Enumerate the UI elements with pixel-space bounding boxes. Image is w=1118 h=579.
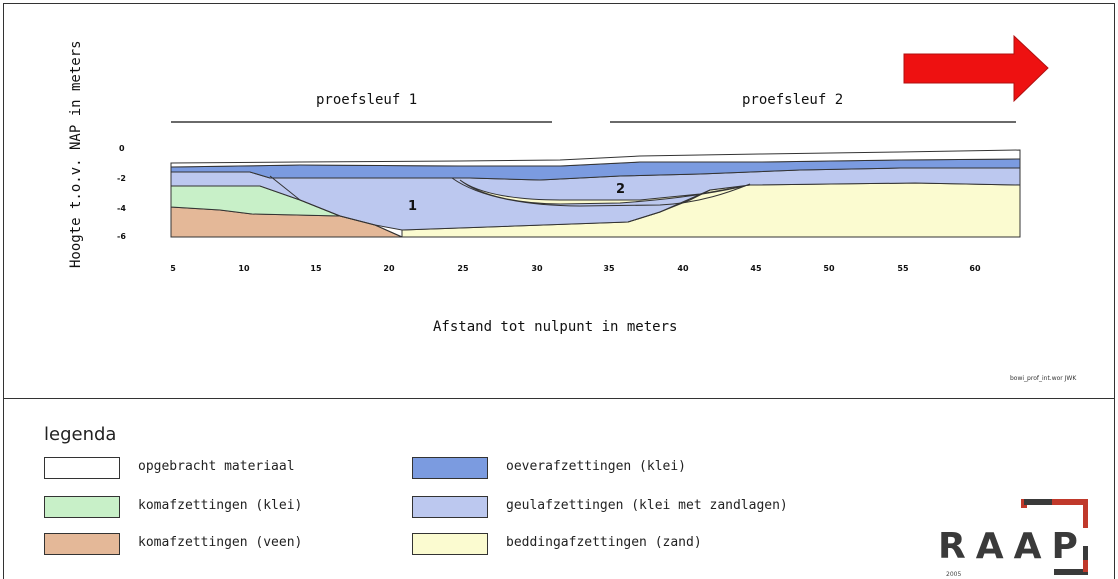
y-tick: -2 [117, 174, 126, 183]
legend-label: oeverafzettingen (klei) [506, 459, 687, 474]
legend-title: legenda [44, 424, 117, 445]
channel-2-boundary [451, 177, 751, 207]
legend-label: komafzettingen (klei) [138, 498, 303, 513]
legend-label: geulafzettingen (klei met zandlagen) [506, 498, 788, 513]
x-tick: 55 [897, 264, 909, 273]
legend-swatch [44, 533, 120, 555]
raap-logo-year: 2005 [946, 571, 962, 578]
figure-frame [3, 3, 1115, 579]
trench-1-label: proefsleuf 1 [316, 92, 417, 108]
raap-logo-brackets [1021, 499, 1088, 575]
y-tick: 0 [119, 144, 125, 153]
x-tick: 40 [677, 264, 689, 273]
legend-swatch [412, 533, 488, 555]
legend-swatch [412, 496, 488, 518]
x-tick: 50 [823, 264, 835, 273]
raap-logo-text: RAAP [938, 526, 1088, 567]
x-tick: 35 [603, 264, 615, 273]
drawing-reference: bowi_prof_int.wor JWK [1010, 375, 1077, 382]
y-axis-label: Hoogte t.o.v. NAP in meters [68, 40, 84, 268]
channel-1-label: 1 [408, 199, 417, 214]
x-tick: 20 [383, 264, 395, 273]
trench-2-label: proefsleuf 2 [742, 92, 843, 108]
x-tick: 10 [238, 264, 250, 273]
y-tick: -4 [117, 204, 126, 213]
legend-swatch [44, 496, 120, 518]
legend-swatch [44, 457, 120, 479]
channel-1-boundary [269, 175, 403, 238]
legend-swatch [412, 457, 488, 479]
x-tick: 15 [310, 264, 322, 273]
x-axis-label: Afstand tot nulpunt in meters [433, 319, 677, 335]
bedding-contact [627, 189, 711, 223]
x-tick: 60 [969, 264, 981, 273]
layer-applied-material [170, 149, 1021, 168]
legend-label: beddingafzettingen (zand) [506, 535, 702, 550]
arrow-right-icon [903, 34, 1049, 103]
y-tick: -6 [117, 232, 126, 241]
legend-divider [3, 398, 1115, 399]
x-tick: 45 [750, 264, 762, 273]
x-tick: 25 [457, 264, 469, 273]
legend-label: komafzettingen (veen) [138, 535, 303, 550]
raap-logo: RAAP 2005 [938, 494, 1088, 578]
legend-label: opgebracht materiaal [138, 459, 295, 474]
x-tick: 5 [170, 264, 176, 273]
x-tick: 30 [531, 264, 543, 273]
channel-2-label: 2 [616, 182, 625, 197]
